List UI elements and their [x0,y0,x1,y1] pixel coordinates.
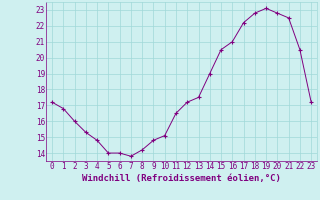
X-axis label: Windchill (Refroidissement éolien,°C): Windchill (Refroidissement éolien,°C) [82,174,281,183]
